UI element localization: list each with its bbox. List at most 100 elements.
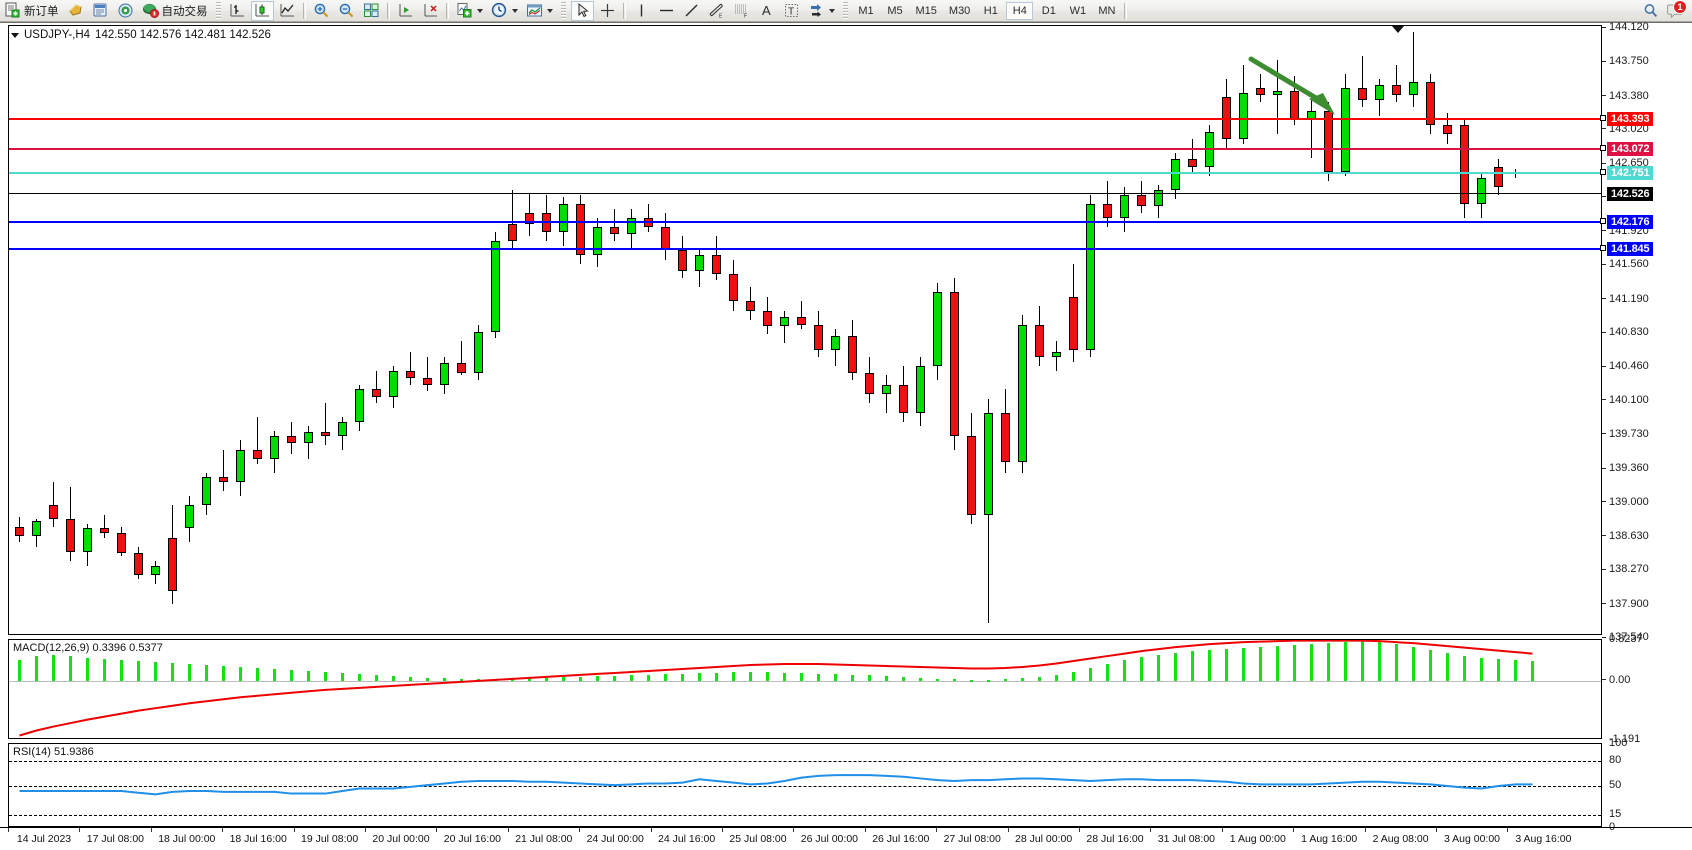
level-tag-current-price[interactable]: 142.526 bbox=[1607, 187, 1654, 201]
tile-windows-button[interactable] bbox=[360, 1, 383, 21]
period-button[interactable] bbox=[488, 1, 521, 21]
time-label: 3 Aug 16:00 bbox=[1515, 833, 1572, 845]
macd-histogram-bar bbox=[1327, 643, 1330, 681]
indicator-dropdown-caret[interactable] bbox=[476, 8, 483, 13]
bar-chart-button[interactable] bbox=[226, 1, 249, 21]
symbol-collapse-caret[interactable] bbox=[11, 32, 19, 38]
macd-histogram-bar bbox=[1463, 656, 1466, 681]
candle bbox=[1341, 26, 1350, 634]
macd-histogram-bar bbox=[188, 664, 191, 681]
macd-histogram-bar bbox=[766, 672, 769, 681]
toolbar-grip-2[interactable] bbox=[560, 2, 566, 19]
cursor-button[interactable] bbox=[570, 0, 594, 21]
notifications-button[interactable]: 1 bbox=[1666, 0, 1687, 20]
candle bbox=[1120, 26, 1129, 634]
macd-histogram-bar bbox=[307, 670, 310, 681]
candle bbox=[814, 26, 823, 634]
zoom-out-button[interactable] bbox=[335, 1, 358, 21]
candle bbox=[287, 26, 296, 634]
toolbar-grip-1[interactable] bbox=[215, 2, 221, 19]
price-pane[interactable]: USDJPY-,H4 142.550 142.576 142.481 142.5… bbox=[8, 25, 1606, 635]
candle bbox=[1477, 26, 1486, 634]
templates-dropdown-caret[interactable] bbox=[546, 8, 553, 13]
add-indicator-button[interactable] bbox=[453, 1, 486, 21]
expert-advisor-button[interactable] bbox=[64, 1, 87, 21]
candle bbox=[797, 26, 806, 634]
candle bbox=[576, 26, 585, 634]
price-tick: 144.120 bbox=[1602, 21, 1649, 33]
zoom-in-button[interactable] bbox=[310, 1, 333, 21]
macd-histogram-bar bbox=[1293, 645, 1296, 681]
toolbar-grip-3[interactable] bbox=[842, 2, 848, 19]
macd-histogram-bar bbox=[1361, 641, 1364, 681]
timeframe-h4[interactable]: H4 bbox=[1006, 1, 1034, 20]
text-label-button[interactable]: T bbox=[780, 1, 803, 21]
rsi-line bbox=[19, 774, 1533, 796]
fibonacci-button[interactable]: F bbox=[730, 1, 753, 21]
macd-histogram-bar bbox=[460, 678, 463, 681]
time-tick bbox=[293, 828, 295, 832]
macd-histogram-bar bbox=[1123, 660, 1126, 681]
timeframe-mn[interactable]: MN bbox=[1098, 4, 1116, 17]
trendline-button[interactable] bbox=[680, 1, 703, 21]
candle bbox=[695, 26, 704, 634]
candlestick-chart-button[interactable] bbox=[250, 0, 274, 21]
macd-histogram-bar bbox=[1021, 678, 1024, 681]
rsi-tick: 80 bbox=[1609, 753, 1622, 766]
line-chart-button[interactable] bbox=[276, 1, 299, 21]
search-icon[interactable] bbox=[1642, 2, 1659, 19]
candle bbox=[338, 26, 347, 634]
level-tag-resistance-2[interactable]: 143.072 bbox=[1607, 142, 1654, 156]
macd-histogram-bar bbox=[562, 677, 565, 681]
navigator-button[interactable] bbox=[114, 1, 137, 21]
macd-pane[interactable]: MACD(12,26,9) 0.3396 0.5377 bbox=[8, 639, 1602, 739]
auto-trading-button[interactable]: 自动交易 bbox=[139, 1, 211, 21]
timeframe-m30[interactable]: M30 bbox=[948, 4, 971, 17]
candle bbox=[32, 26, 41, 634]
timeframe-h1[interactable]: H1 bbox=[983, 4, 998, 17]
timeframe-m1[interactable]: M1 bbox=[858, 4, 874, 17]
macd-signal-line bbox=[19, 640, 1533, 737]
candle bbox=[406, 26, 415, 634]
macd-histogram-bar bbox=[1446, 653, 1449, 681]
clock-period-icon bbox=[491, 2, 506, 18]
macd-histogram-bar bbox=[222, 665, 225, 681]
timeframe-m15[interactable]: M15 bbox=[915, 4, 937, 17]
timeframe-d1[interactable]: D1 bbox=[1041, 4, 1056, 17]
macd-histogram-bar bbox=[392, 675, 395, 681]
price-scale[interactable]: 144.120143.750143.380143.020142.650142.2… bbox=[1602, 21, 1692, 833]
cursor-icon bbox=[578, 2, 589, 18]
price-tick: 141.190 bbox=[1602, 293, 1649, 305]
text-button[interactable]: A bbox=[755, 1, 778, 21]
data-window-button[interactable] bbox=[89, 1, 112, 21]
timeframe-m5[interactable]: M5 bbox=[887, 4, 903, 17]
macd-histogram-bar bbox=[1310, 644, 1313, 681]
vertical-line-button[interactable] bbox=[630, 1, 653, 21]
period-dropdown-caret[interactable] bbox=[511, 8, 518, 13]
candle bbox=[270, 26, 279, 634]
chart-shift-button[interactable] bbox=[394, 1, 417, 21]
equidistant-channel-button[interactable]: E bbox=[705, 1, 728, 21]
level-tag-support-1[interactable]: 142.176 bbox=[1607, 215, 1654, 229]
chart-area[interactable]: USDJPY-,H4 142.550 142.576 142.481 142.5… bbox=[0, 21, 1692, 850]
level-tag-resistance-1[interactable]: 143.393 bbox=[1607, 112, 1654, 126]
macd-histogram-bar bbox=[324, 671, 327, 681]
level-tag-support-2[interactable]: 141.845 bbox=[1607, 242, 1654, 256]
time-axis[interactable]: 14 Jul 2023 17 Jul 08:00 18 Jul 00:00 18 Ju… bbox=[0, 827, 1692, 850]
arrows-button[interactable] bbox=[805, 1, 838, 21]
time-tick bbox=[1507, 828, 1509, 832]
time-label: 24 Jul 16:00 bbox=[657, 833, 716, 845]
level-tag-target-level[interactable]: 142.751 bbox=[1607, 166, 1654, 180]
rsi-pane[interactable]: RSI(14) 51.9386 bbox=[8, 743, 1602, 827]
auto-scroll-button[interactable] bbox=[419, 1, 442, 21]
horizontal-line-button[interactable] bbox=[655, 1, 678, 21]
arrows-dropdown-caret[interactable] bbox=[828, 8, 835, 13]
macd-histogram-bar bbox=[953, 679, 956, 682]
templates-icon bbox=[526, 4, 542, 17]
candle bbox=[100, 26, 109, 634]
macd-histogram-bar bbox=[970, 679, 973, 682]
crosshair-button[interactable] bbox=[596, 1, 619, 21]
timeframe-w1[interactable]: W1 bbox=[1069, 4, 1087, 17]
templates-button[interactable] bbox=[523, 1, 556, 21]
new-order-button[interactable]: 新订单 bbox=[1, 1, 62, 21]
